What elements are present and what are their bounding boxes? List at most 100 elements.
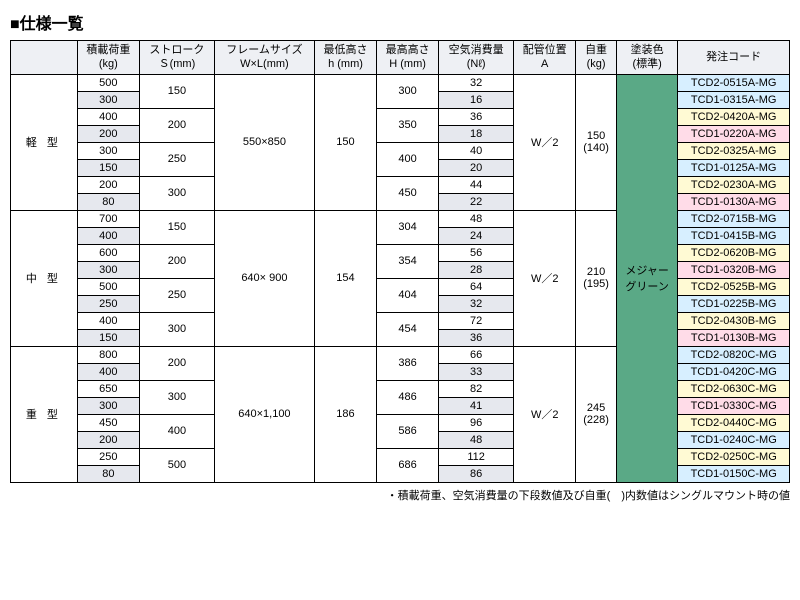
cell-air: 41 [439,397,514,414]
cell-code: TCD2-0420A-MG [678,108,790,125]
cell-code: TCD2-0325A-MG [678,142,790,159]
cell-code: TCD2-0620B-MG [678,244,790,261]
cell-paint: メジャー グリーン [616,74,677,482]
cell-maxh: 586 [377,414,439,448]
cell-stroke: 250 [139,278,214,312]
cell-air: 112 [439,448,514,465]
col-frame: フレームサイズ W×L(mm) [214,41,314,75]
cell-air: 40 [439,142,514,159]
spec-table: 積載荷重 (kg) ストローク Ｓ(mm) フレームサイズ W×L(mm) 最低… [10,40,790,483]
cell-maxh: 400 [377,142,439,176]
cell-maxh: 486 [377,380,439,414]
col-load: 積載荷重 (kg) [77,41,139,75]
cell-air: 66 [439,346,514,363]
cell-stroke: 200 [139,346,214,380]
cell-air: 64 [439,278,514,295]
cell-pipe: W／2 [514,346,576,482]
type-heavy: 重型 [11,346,78,482]
cell-load: 300 [77,261,139,278]
cell-minh: 154 [314,210,376,346]
cell-code: TCD2-0820C-MG [678,346,790,363]
cell-air: 32 [439,295,514,312]
cell-minh: 186 [314,346,376,482]
cell-air: 36 [439,329,514,346]
cell-stroke: 300 [139,312,214,346]
cell-code: TCD1-0315A-MG [678,91,790,108]
cell-weight: 245 (228) [576,346,617,482]
cell-load: 400 [77,108,139,125]
cell-air: 48 [439,431,514,448]
cell-code: TCD1-0220A-MG [678,125,790,142]
col-code: 発注コード [678,41,790,75]
type-light: 軽型 [11,74,78,210]
cell-maxh: 354 [377,244,439,278]
cell-air: 28 [439,261,514,278]
cell-load: 450 [77,414,139,431]
cell-stroke: 150 [139,210,214,244]
cell-maxh: 686 [377,448,439,482]
cell-load: 150 [77,329,139,346]
cell-stroke: 400 [139,414,214,448]
cell-stroke: 200 [139,108,214,142]
cell-air: 48 [439,210,514,227]
cell-code: TCD2-0440C-MG [678,414,790,431]
cell-stroke: 500 [139,448,214,482]
col-type [11,41,78,75]
cell-weight: 210 (195) [576,210,617,346]
col-air: 空気消費量 (Nℓ) [439,41,514,75]
col-minh: 最低高さ h (mm) [314,41,376,75]
cell-air: 86 [439,465,514,482]
cell-pipe: W／2 [514,210,576,346]
cell-frame: 640× 900 [214,210,314,346]
cell-load: 500 [77,74,139,91]
cell-stroke: 250 [139,142,214,176]
cell-load: 800 [77,346,139,363]
table-row: 軽型 500 150 550×850 150 300 32 W／2 150 (1… [11,74,790,91]
cell-minh: 150 [314,74,376,210]
cell-load: 200 [77,125,139,142]
cell-load: 300 [77,142,139,159]
cell-air: 18 [439,125,514,142]
cell-maxh: 300 [377,74,439,108]
cell-air: 20 [439,159,514,176]
cell-pipe: W／2 [514,74,576,210]
cell-load: 400 [77,312,139,329]
cell-code: TCD1-0130B-MG [678,329,790,346]
col-maxh: 最高高さ H (mm) [377,41,439,75]
cell-frame: 550×850 [214,74,314,210]
cell-code: TCD2-0230A-MG [678,176,790,193]
cell-code: TCD2-0715B-MG [678,210,790,227]
col-weight: 自重 (kg) [576,41,617,75]
cell-code: TCD1-0320B-MG [678,261,790,278]
cell-maxh: 304 [377,210,439,244]
cell-load: 400 [77,227,139,244]
cell-code: TCD2-0630C-MG [678,380,790,397]
cell-air: 32 [439,74,514,91]
cell-air: 16 [439,91,514,108]
cell-load: 80 [77,465,139,482]
cell-code: TCD2-0430B-MG [678,312,790,329]
cell-code: TCD1-0415B-MG [678,227,790,244]
cell-code: TCD1-0240C-MG [678,431,790,448]
cell-air: 82 [439,380,514,397]
cell-code: TCD1-0225B-MG [678,295,790,312]
cell-code: TCD1-0330C-MG [678,397,790,414]
cell-air: 96 [439,414,514,431]
cell-load: 200 [77,176,139,193]
cell-code: TCD2-0525B-MG [678,278,790,295]
col-paint: 塗装色 (標準) [616,41,677,75]
cell-stroke: 300 [139,176,214,210]
cell-air: 33 [439,363,514,380]
cell-load: 500 [77,278,139,295]
cell-load: 600 [77,244,139,261]
cell-weight: 150 (140) [576,74,617,210]
cell-air: 44 [439,176,514,193]
cell-load: 300 [77,397,139,414]
cell-air: 72 [439,312,514,329]
col-pipe: 配管位置 A [514,41,576,75]
cell-stroke: 150 [139,74,214,108]
cell-load: 200 [77,431,139,448]
cell-code: TCD1-0420C-MG [678,363,790,380]
cell-load: 250 [77,448,139,465]
header-row: 積載荷重 (kg) ストローク Ｓ(mm) フレームサイズ W×L(mm) 最低… [11,41,790,75]
